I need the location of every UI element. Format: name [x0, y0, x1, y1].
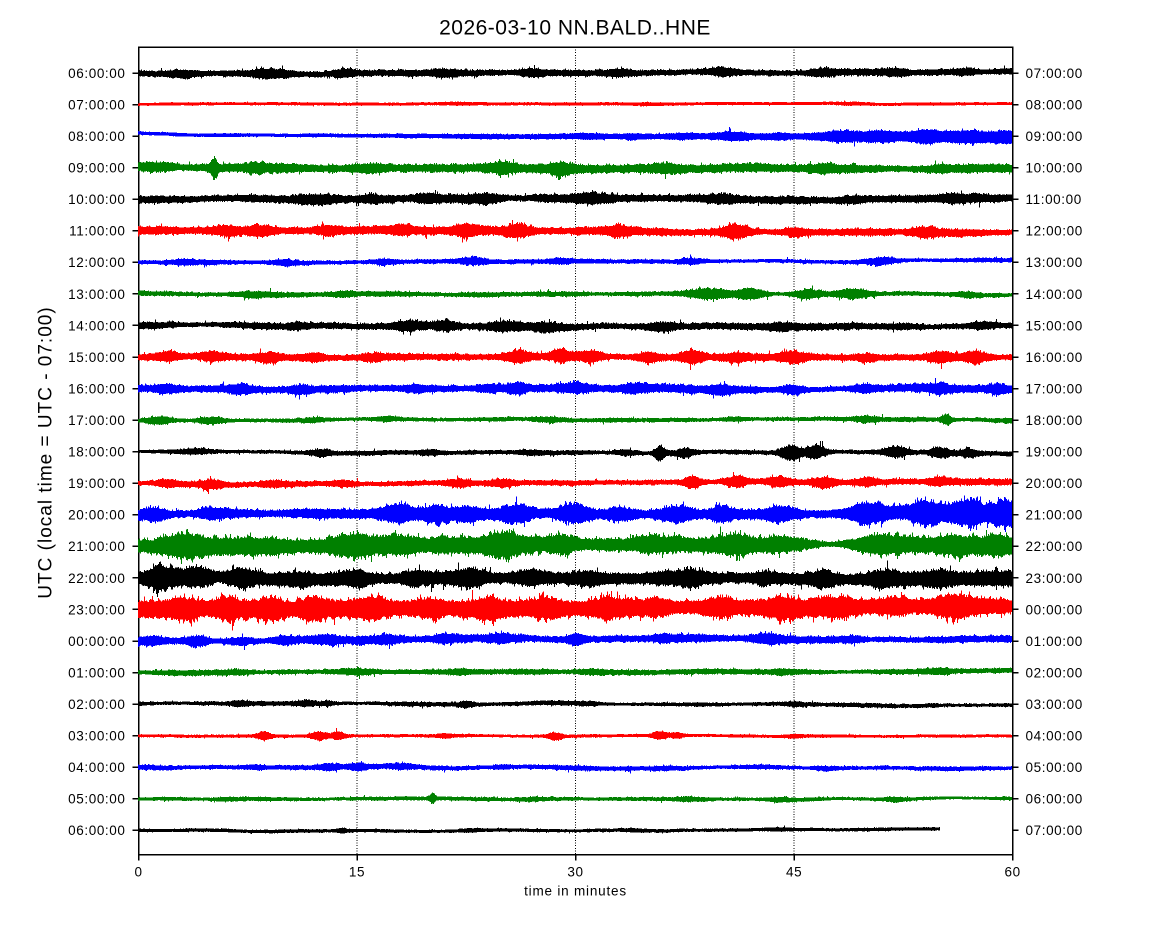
- svg-text:17:00:00: 17:00:00: [1026, 381, 1083, 396]
- svg-text:19:00:00: 19:00:00: [1026, 445, 1083, 460]
- svg-text:13:00:00: 13:00:00: [68, 287, 125, 302]
- svg-text:09:00:00: 09:00:00: [68, 161, 125, 176]
- svg-text:11:00:00: 11:00:00: [69, 224, 125, 239]
- svg-text:16:00:00: 16:00:00: [68, 381, 125, 396]
- svg-text:08:00:00: 08:00:00: [1026, 98, 1083, 113]
- svg-text:21:00:00: 21:00:00: [1026, 508, 1083, 523]
- svg-text:01:00:00: 01:00:00: [1026, 634, 1083, 649]
- svg-text:2026-03-10 NN.BALD..HNE: 2026-03-10 NN.BALD..HNE: [439, 17, 711, 40]
- svg-text:time in minutes: time in minutes: [524, 884, 627, 899]
- svg-text:23:00:00: 23:00:00: [68, 602, 125, 617]
- svg-text:19:00:00: 19:00:00: [68, 476, 125, 491]
- svg-text:13:00:00: 13:00:00: [1026, 255, 1083, 270]
- svg-text:10:00:00: 10:00:00: [68, 192, 125, 207]
- svg-text:04:00:00: 04:00:00: [1026, 729, 1083, 744]
- svg-text:14:00:00: 14:00:00: [1026, 287, 1083, 302]
- svg-text:07:00:00: 07:00:00: [1026, 66, 1083, 81]
- svg-text:15: 15: [349, 865, 365, 880]
- svg-text:23:00:00: 23:00:00: [1026, 571, 1083, 586]
- svg-text:03:00:00: 03:00:00: [68, 729, 125, 744]
- svg-text:20:00:00: 20:00:00: [1026, 476, 1083, 491]
- svg-text:15:00:00: 15:00:00: [1026, 318, 1083, 333]
- svg-text:00:00:00: 00:00:00: [68, 634, 125, 649]
- svg-text:02:00:00: 02:00:00: [68, 697, 125, 712]
- svg-text:45: 45: [786, 865, 802, 880]
- svg-text:16:00:00: 16:00:00: [1026, 350, 1083, 365]
- svg-text:07:00:00: 07:00:00: [1026, 823, 1083, 838]
- svg-text:0: 0: [134, 865, 142, 880]
- svg-text:08:00:00: 08:00:00: [68, 129, 125, 144]
- svg-text:07:00:00: 07:00:00: [68, 98, 125, 113]
- svg-text:06:00:00: 06:00:00: [68, 66, 125, 81]
- svg-text:11:00:00: 11:00:00: [1026, 192, 1082, 207]
- svg-text:10:00:00: 10:00:00: [1026, 161, 1083, 176]
- svg-text:04:00:00: 04:00:00: [68, 760, 125, 775]
- svg-text:60: 60: [1004, 865, 1020, 880]
- svg-text:14:00:00: 14:00:00: [68, 318, 125, 333]
- svg-text:02:00:00: 02:00:00: [1026, 665, 1083, 680]
- svg-text:00:00:00: 00:00:00: [1026, 602, 1083, 617]
- svg-text:12:00:00: 12:00:00: [1026, 224, 1083, 239]
- svg-text:05:00:00: 05:00:00: [1026, 760, 1083, 775]
- svg-text:05:00:00: 05:00:00: [68, 792, 125, 807]
- svg-text:22:00:00: 22:00:00: [1026, 539, 1083, 554]
- svg-text:18:00:00: 18:00:00: [68, 445, 125, 460]
- svg-text:06:00:00: 06:00:00: [68, 823, 125, 838]
- svg-text:17:00:00: 17:00:00: [68, 413, 125, 428]
- svg-text:21:00:00: 21:00:00: [68, 539, 125, 554]
- svg-text:20:00:00: 20:00:00: [68, 508, 125, 523]
- svg-text:12:00:00: 12:00:00: [68, 255, 125, 270]
- svg-text:15:00:00: 15:00:00: [68, 350, 125, 365]
- svg-text:UTC (local time = UTC - 07:00): UTC (local time = UTC - 07:00): [36, 306, 57, 598]
- svg-text:30: 30: [567, 865, 583, 880]
- svg-text:22:00:00: 22:00:00: [68, 571, 125, 586]
- svg-text:03:00:00: 03:00:00: [1026, 697, 1083, 712]
- svg-text:18:00:00: 18:00:00: [1026, 413, 1083, 428]
- svg-text:09:00:00: 09:00:00: [1026, 129, 1083, 144]
- svg-text:01:00:00: 01:00:00: [68, 665, 125, 680]
- svg-text:06:00:00: 06:00:00: [1026, 792, 1083, 807]
